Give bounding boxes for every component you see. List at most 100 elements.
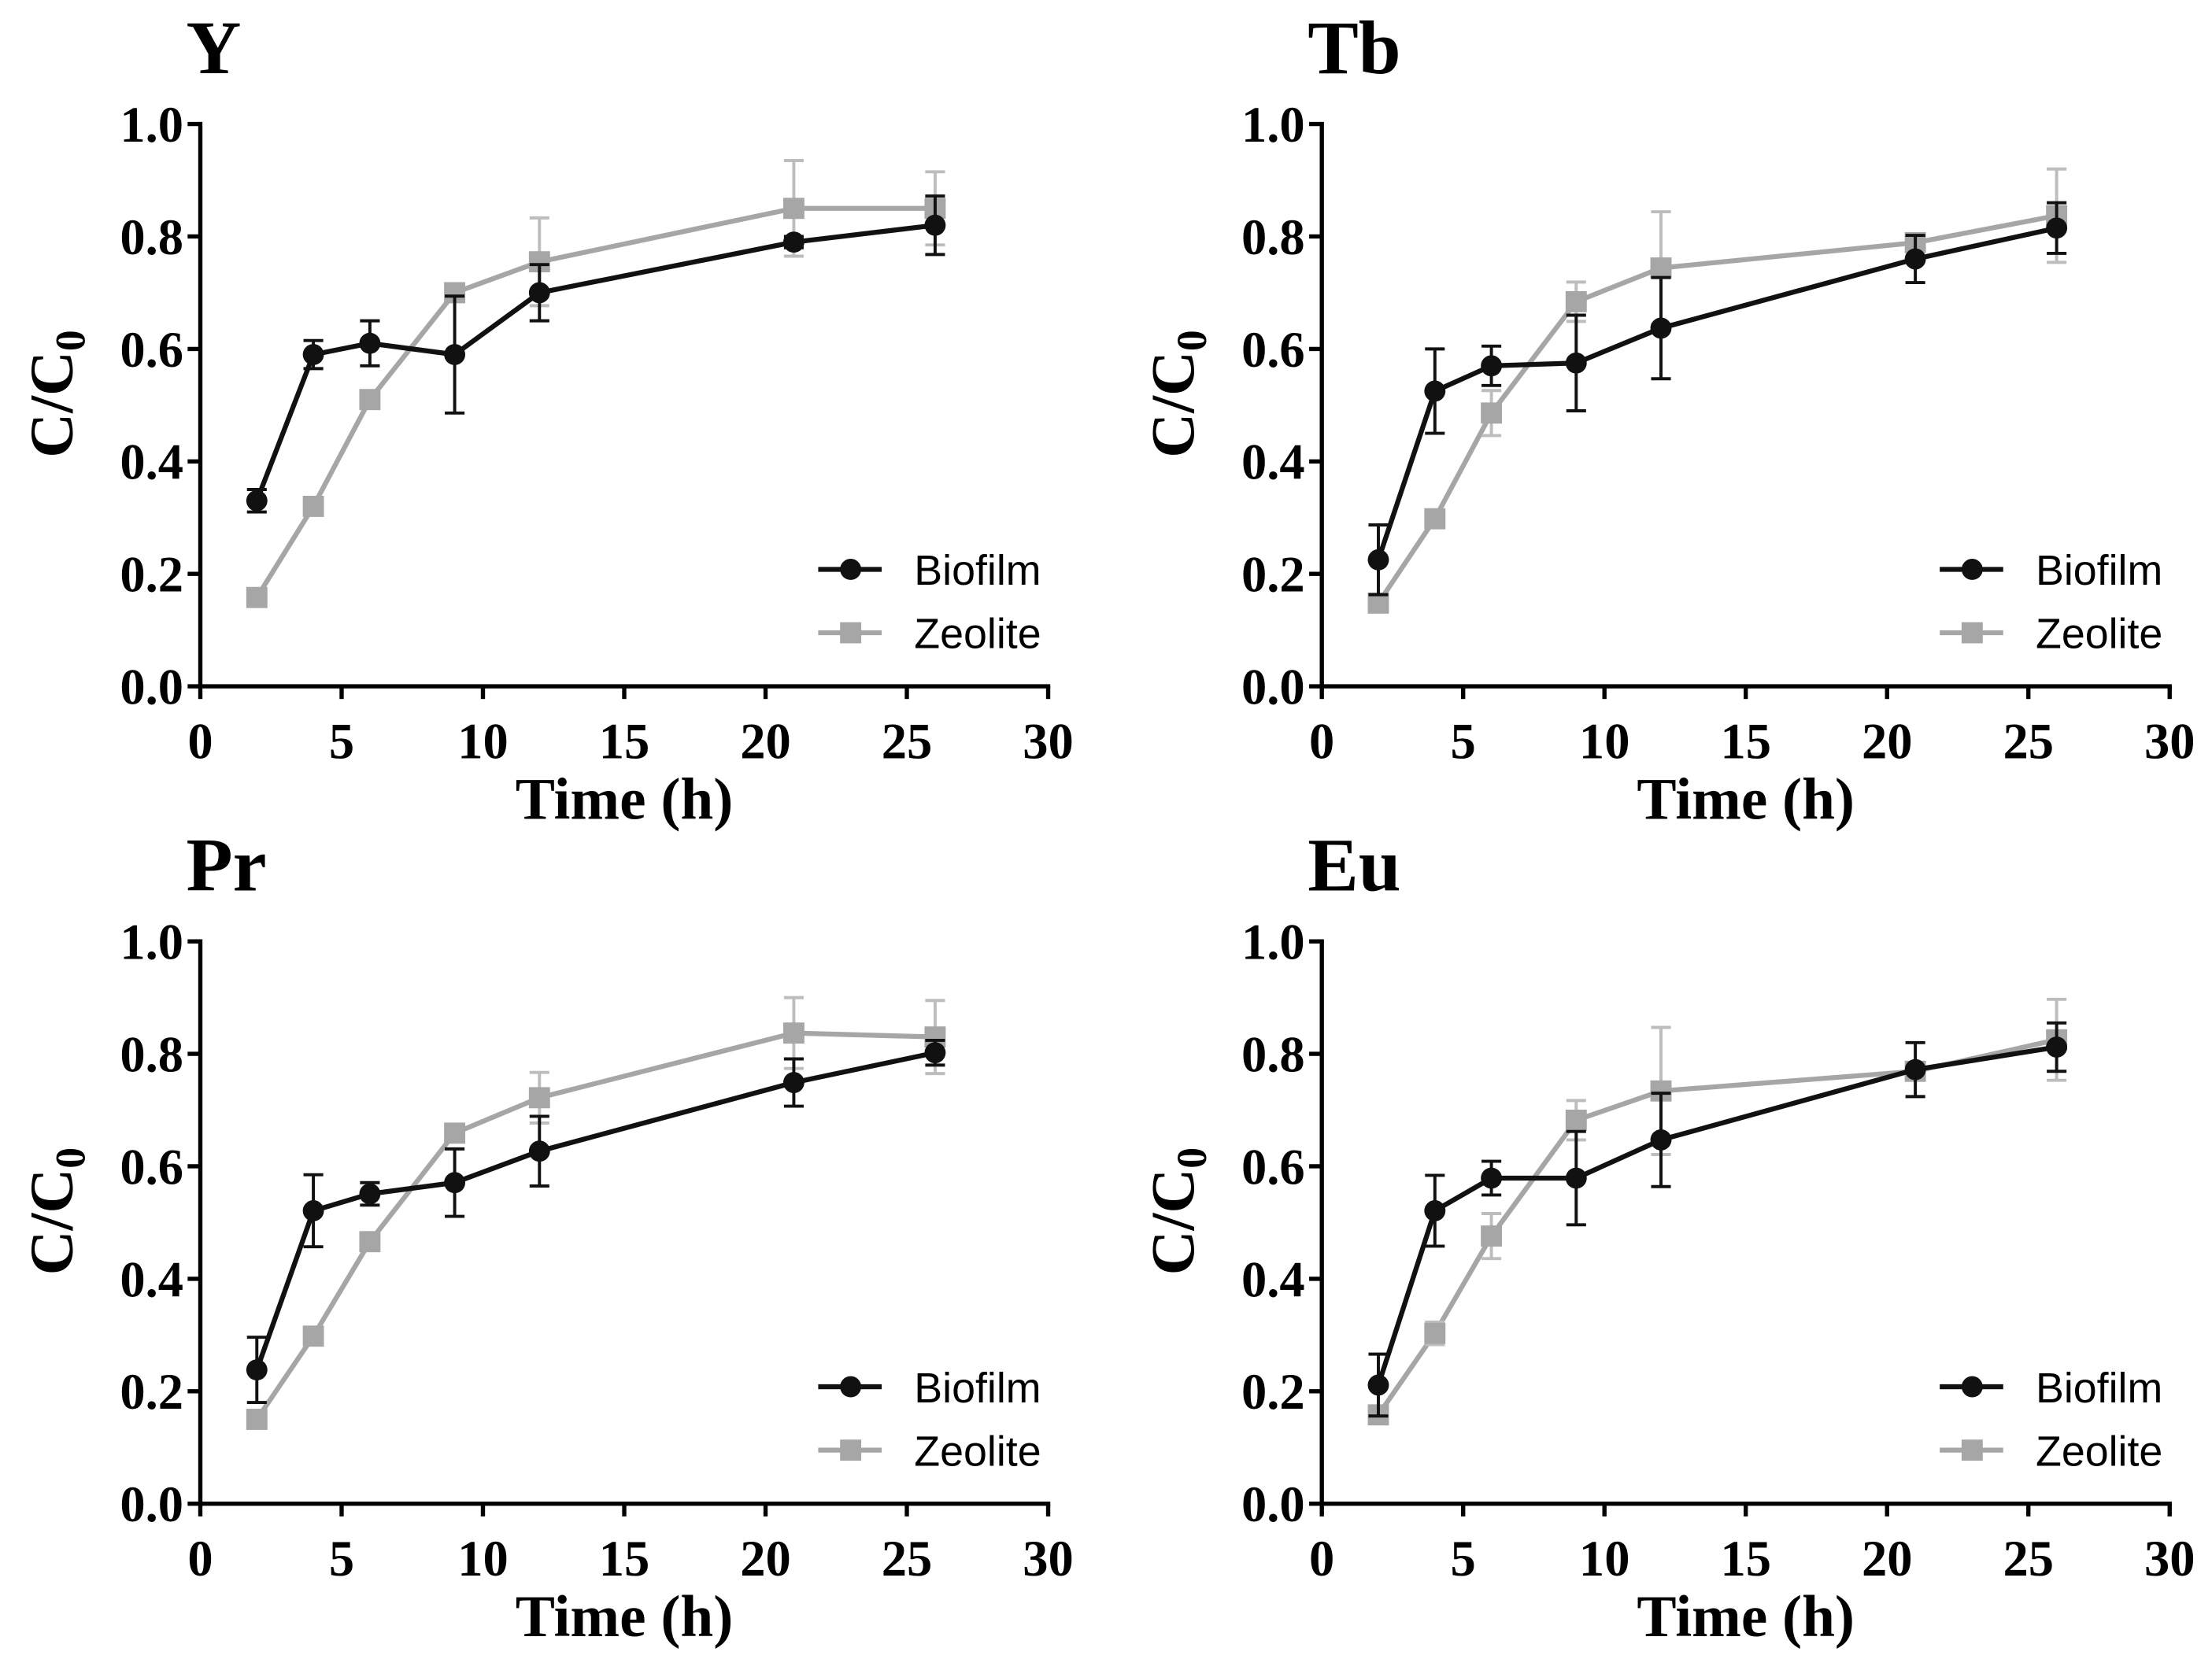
y-axis-label: C/C0 bbox=[1139, 1147, 1215, 1276]
legend: Biofilm Zeolite bbox=[818, 547, 1041, 658]
legend-label-zeolite: Zeolite bbox=[914, 1428, 1041, 1475]
y-tick-label: 0.0 bbox=[1241, 659, 1305, 715]
data-point-zeolite bbox=[782, 198, 805, 220]
data-point-biofilm bbox=[1367, 549, 1389, 571]
series-line-biofilm bbox=[254, 1050, 936, 1371]
data-point-biofilm bbox=[782, 1072, 805, 1093]
x-tick-label: 0 bbox=[187, 1531, 213, 1587]
data-point-zeolite bbox=[444, 1122, 466, 1144]
legend-marker-biofilm bbox=[840, 1376, 862, 1398]
x-tick-label: 25 bbox=[2003, 713, 2054, 769]
y-axis-label-subscript: 0 bbox=[47, 330, 94, 351]
data-point-zeolite bbox=[1424, 1322, 1446, 1344]
y-tick-label: 0.6 bbox=[120, 322, 183, 378]
x-tick-label: 15 bbox=[599, 1531, 650, 1587]
data-point-biofilm bbox=[528, 1140, 550, 1162]
y-tick-label: 0.2 bbox=[1241, 1364, 1305, 1420]
x-tick-label: 25 bbox=[2003, 1531, 2054, 1587]
x-tick-label: 15 bbox=[1720, 713, 1771, 769]
y-axis-label-main: C/C bbox=[1139, 351, 1208, 458]
data-point-biofilm bbox=[1650, 1129, 1672, 1151]
data-point-biofilm bbox=[359, 1183, 381, 1205]
y-tick-label: 1.0 bbox=[120, 914, 183, 970]
data-point-zeolite bbox=[1424, 508, 1446, 530]
x-tick-label: 15 bbox=[599, 713, 650, 769]
data-point-zeolite bbox=[1481, 1225, 1503, 1247]
y-tick-label: 0.0 bbox=[120, 1476, 183, 1532]
panel-title: Y bbox=[187, 6, 242, 90]
x-axis-label: Time (h) bbox=[516, 767, 734, 832]
series-biofilm bbox=[1367, 1021, 2068, 1418]
legend-marker-biofilm bbox=[840, 559, 862, 580]
data-point-biofilm bbox=[246, 490, 268, 512]
y-tick-label: 1.0 bbox=[1241, 914, 1305, 970]
series-line-zeolite bbox=[1376, 212, 2058, 605]
y-tick-label: 0.4 bbox=[120, 434, 183, 490]
data-point-zeolite bbox=[1565, 1109, 1587, 1131]
legend-marker-zeolite bbox=[840, 622, 862, 644]
legend-marker-biofilm bbox=[1961, 1376, 1983, 1398]
data-point-zeolite bbox=[1481, 402, 1503, 424]
series-line-biofilm bbox=[1376, 1044, 2058, 1386]
series-zeolite bbox=[246, 159, 946, 608]
data-point-biofilm bbox=[528, 282, 550, 304]
x-tick-label: 0 bbox=[1309, 1531, 1334, 1587]
series-line-biofilm bbox=[1376, 225, 2058, 561]
series-zeolite bbox=[246, 996, 946, 1430]
legend: Biofilm Zeolite bbox=[818, 1365, 1041, 1475]
data-point-zeolite bbox=[1565, 290, 1587, 312]
data-point-biofilm bbox=[1481, 355, 1503, 377]
x-tick-label: 5 bbox=[1451, 1531, 1476, 1587]
data-point-biofilm bbox=[1904, 1059, 1926, 1081]
y-tick-label: 0.4 bbox=[120, 1251, 183, 1307]
y-axis-label-subscript: 0 bbox=[1168, 330, 1215, 351]
x-axis-label: Time (h) bbox=[1637, 767, 1855, 832]
data-point-zeolite bbox=[782, 1022, 805, 1044]
data-point-biofilm bbox=[246, 1359, 268, 1381]
legend-label-zeolite: Zeolite bbox=[2036, 1428, 2162, 1475]
data-point-biofilm bbox=[359, 332, 381, 354]
legend-label-zeolite: Zeolite bbox=[2036, 611, 2162, 658]
data-point-biofilm bbox=[1650, 317, 1672, 339]
legend: Biofilm Zeolite bbox=[1940, 547, 2162, 658]
x-tick-label: 5 bbox=[329, 713, 354, 769]
y-tick-label: 0.2 bbox=[1241, 547, 1305, 603]
series-zeolite bbox=[1367, 167, 2068, 614]
panel-title: Pr bbox=[187, 823, 267, 907]
y-tick-label: 0.8 bbox=[1241, 209, 1305, 265]
legend-marker-zeolite bbox=[1961, 1439, 1983, 1461]
x-axis-label: Time (h) bbox=[516, 1584, 734, 1650]
y-tick-label: 0.0 bbox=[1241, 1476, 1305, 1532]
x-tick-label: 5 bbox=[1451, 713, 1476, 769]
y-tick-label: 0.0 bbox=[120, 659, 183, 715]
y-tick-label: 0.8 bbox=[120, 209, 183, 265]
y-axis-label-subscript: 0 bbox=[1168, 1147, 1215, 1169]
data-point-biofilm bbox=[302, 344, 324, 365]
panel-title: Eu bbox=[1308, 823, 1400, 907]
panel-tb: Tb 0.0 0.2 0.4 0.6 0.8 1.0 0 5 10 15 20 25 30 Time (h)… bbox=[1139, 6, 2195, 832]
y-tick-label: 0.2 bbox=[120, 547, 183, 603]
y-tick-label: 0.4 bbox=[1241, 434, 1305, 490]
series-zeolite bbox=[1367, 997, 2068, 1426]
y-axis-label-main: C/C bbox=[1139, 1169, 1208, 1276]
x-tick-label: 25 bbox=[882, 713, 933, 769]
data-point-biofilm bbox=[924, 214, 946, 236]
data-point-zeolite bbox=[302, 1325, 324, 1347]
legend-marker-zeolite bbox=[840, 1439, 862, 1461]
panel-eu: Eu 0.0 0.2 0.4 0.6 0.8 1.0 0 5 10 15 20 25 30 Time (h)… bbox=[1139, 823, 2195, 1650]
x-tick-label: 5 bbox=[329, 1531, 354, 1587]
y-axis-label-subscript: 0 bbox=[47, 1147, 94, 1169]
panel-title: Tb bbox=[1308, 6, 1400, 90]
data-point-zeolite bbox=[246, 586, 268, 608]
data-point-biofilm bbox=[924, 1042, 946, 1064]
x-tick-label: 30 bbox=[2144, 713, 2195, 769]
data-point-biofilm bbox=[444, 344, 466, 365]
data-point-biofilm bbox=[444, 1172, 466, 1194]
x-tick-label: 25 bbox=[882, 1531, 933, 1587]
data-point-biofilm bbox=[782, 231, 805, 253]
x-tick-label: 30 bbox=[1023, 713, 1074, 769]
legend-label-biofilm: Biofilm bbox=[2036, 1365, 2162, 1412]
data-point-zeolite bbox=[1650, 257, 1672, 279]
data-point-biofilm bbox=[302, 1200, 324, 1221]
x-tick-label: 0 bbox=[187, 713, 213, 769]
